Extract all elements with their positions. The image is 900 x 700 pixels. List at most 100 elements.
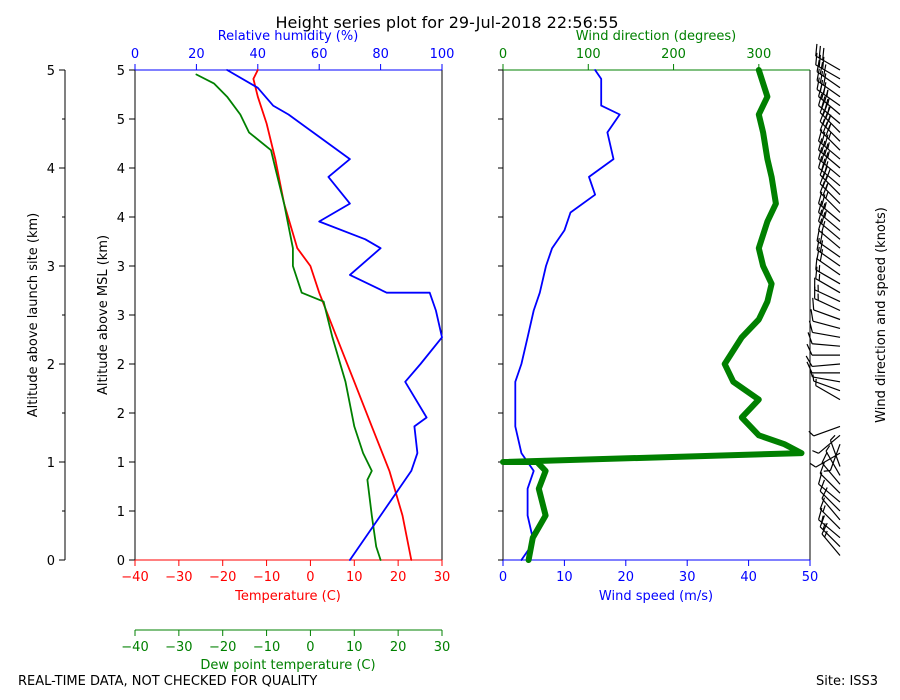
wind-barb-full-feather — [823, 73, 827, 86]
wind-barb-half-feather — [827, 142, 830, 149]
dewpoint-axis-tick-label: 20 — [390, 640, 407, 655]
chart-title: Height series plot for 29-Jul-2018 22:56… — [275, 13, 618, 32]
wind-barbs — [805, 43, 841, 556]
wind-barb-full-feather — [821, 522, 828, 535]
wind-barb-half-feather — [829, 434, 836, 441]
msl-axis-tick-label: 4 — [117, 211, 125, 226]
wind-barb-half-feather — [825, 182, 829, 190]
wind-barb-full-feather — [819, 249, 824, 262]
wind-barb — [806, 361, 840, 374]
wind-barb — [809, 370, 841, 383]
msl-axis-tick-label: 0 — [117, 554, 125, 569]
temperature-axis-tick-label: 20 — [390, 570, 407, 585]
wind-barb-staff — [818, 105, 841, 124]
wind-barb-staff — [813, 380, 841, 392]
left-axis-tick-label: 3 — [47, 260, 55, 275]
wind-barb-staff — [819, 526, 841, 548]
wind-barb-staff — [818, 149, 841, 169]
wind-barb-half-feather — [812, 374, 815, 382]
wind-barb-full-feather — [819, 240, 824, 253]
wind-barb-staff — [816, 80, 841, 98]
wind-barb-full-feather — [821, 212, 826, 225]
wind-barb-staff — [818, 211, 841, 231]
humidity-axis-tick-label: 40 — [250, 47, 267, 62]
wind-barb-staff — [812, 376, 841, 383]
wind-barb-staff — [816, 240, 841, 258]
dewpoint-axis-tick-label: −20 — [209, 640, 236, 655]
wind-barb — [816, 68, 841, 98]
wind-barb-staff — [813, 309, 841, 321]
wind-barb — [817, 209, 841, 240]
wind-speed-line — [514, 69, 621, 561]
wind-barb-full-feather — [815, 257, 818, 270]
wind-barb-full-feather — [817, 147, 823, 160]
wind-barb-staff — [816, 71, 841, 89]
wind-barb-staff — [818, 96, 841, 115]
wind-barb-half-feather — [821, 515, 824, 523]
wind-direction-axis-tick-label: 300 — [746, 47, 771, 62]
msl-axis-tick-label: 1 — [117, 456, 125, 471]
wind-barb-staff — [819, 112, 841, 133]
wind-barb — [817, 218, 841, 249]
wind-barb-full-feather — [822, 47, 825, 61]
humidity-axis-tick-label: 0 — [131, 47, 139, 62]
wind-barb-staff — [818, 203, 841, 222]
humidity-axis-tick-label: 60 — [311, 47, 328, 62]
wind-barb-full-feather — [817, 93, 823, 106]
temperature-axis-tick-label: 10 — [346, 570, 363, 585]
wind-barb — [814, 277, 841, 303]
temperature-axis-label: Temperature (C) — [234, 589, 341, 604]
wind-barb-full-feather — [824, 152, 829, 165]
temperature-axis-tick-label: −40 — [121, 570, 148, 585]
wind-barb-half-feather — [828, 123, 832, 131]
wind-barb-staff — [812, 363, 841, 368]
dewpoint-axis-tick-label: −10 — [253, 640, 280, 655]
wind-barb — [817, 138, 841, 169]
wind-barb-half-feather — [808, 430, 815, 437]
dewpoint-axis-tick-label: 0 — [306, 640, 314, 655]
wind-barb — [821, 522, 841, 556]
wind-barb-full-feather — [819, 497, 826, 510]
wind-barb-full-feather — [817, 218, 823, 231]
quality-note: REAL-TIME DATA, NOT CHECKED FOR QUALITY — [18, 674, 318, 689]
wind-direction-axis-tick-label: 200 — [661, 47, 686, 62]
thermo-panel — [134, 70, 443, 560]
wind-barb-staff — [816, 249, 841, 267]
wind-barb-staff — [821, 498, 841, 521]
wind-direction-axis-tick-label: 0 — [499, 47, 507, 62]
wind-speed-axis-tick-label: 0 — [499, 570, 507, 585]
wind-barb-full-feather — [816, 246, 820, 259]
wind-barb-full-feather — [824, 161, 829, 174]
dewpoint-axis-tick-label: −30 — [165, 640, 192, 655]
wind-barb-staff — [818, 229, 841, 249]
barb-axis-label: Wind direction and speed (knots) — [874, 207, 889, 423]
temperature-axis-tick-label: 30 — [434, 570, 451, 585]
wind-barb — [816, 246, 841, 276]
wind-barb-half-feather — [826, 89, 829, 97]
msl-axis-tick-label: 4 — [117, 162, 125, 177]
wind-direction-line — [500, 67, 805, 563]
dewpoint-line — [195, 73, 382, 561]
wind-barb-half-feather — [824, 201, 827, 209]
msl-axis-tick-label: 3 — [117, 309, 125, 324]
wind-barb — [829, 434, 841, 467]
wind-barb-half-feather — [825, 445, 831, 452]
wind-barb-half-feather — [824, 530, 828, 538]
site-label: Site: ISS3 — [816, 674, 879, 689]
wind-barb-full-feather — [816, 237, 820, 251]
msl-axis-tick-label: 2 — [117, 407, 125, 422]
dewpoint-axis-tick-label: −40 — [121, 640, 148, 655]
wind-barb — [817, 507, 841, 539]
wind-barb-full-feather — [819, 479, 826, 492]
wind-barb — [819, 461, 841, 494]
wind-barb-full-feather — [819, 461, 826, 474]
wind-barb-full-feather — [817, 200, 823, 213]
wind-barb-half-feather — [818, 273, 821, 281]
wind-barb-staff — [812, 320, 841, 329]
wind-barb-full-feather — [805, 355, 813, 367]
wind-barb-full-feather — [821, 158, 826, 171]
temperature-axis-tick-label: 0 — [306, 570, 314, 585]
wind-barb — [810, 309, 841, 329]
wind-barb-full-feather — [819, 70, 824, 84]
wind-barb-staff — [818, 158, 841, 178]
